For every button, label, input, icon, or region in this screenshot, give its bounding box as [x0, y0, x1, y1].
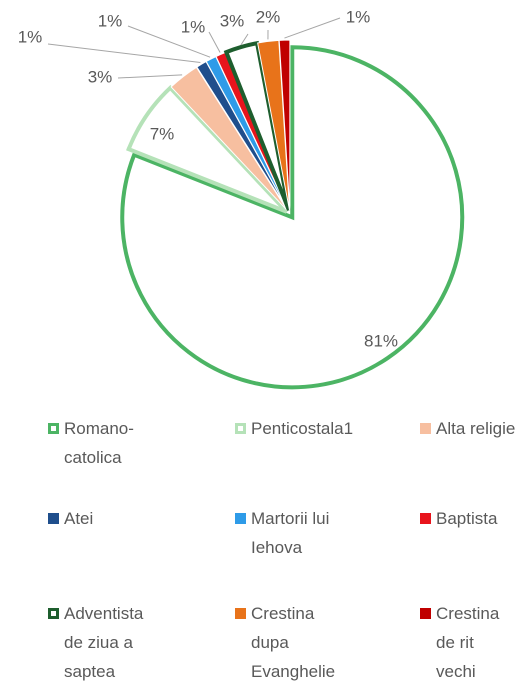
legend-item: Romano-catolica	[48, 414, 144, 472]
data-label: 1%	[98, 11, 123, 30]
leader-line	[127, 25, 211, 58]
pie-area: 81% 7% 3% 1% 1% 1% 3% 2% 1%	[18, 7, 465, 390]
leader-line	[208, 31, 221, 53]
leader-line	[284, 17, 341, 39]
legend-item: Martorii lui Iehova	[235, 504, 331, 562]
legend-label: Baptista	[436, 509, 498, 528]
data-label: 2%	[256, 7, 281, 26]
legend-marker	[235, 423, 246, 434]
legend-label: Romano-catolica	[64, 419, 134, 467]
legend-item: Crestina de rit vechi	[420, 599, 516, 686]
data-label: 81%	[364, 331, 398, 350]
pie-slice	[120, 45, 465, 390]
legend-label: Atei	[64, 509, 94, 528]
legend-label: Adventista de ziua a saptea	[64, 604, 144, 681]
legend-item: Crestina dupa Evanghelie	[235, 599, 336, 686]
pie-slice	[278, 39, 291, 211]
leader-line	[240, 33, 249, 46]
data-label: 1%	[181, 17, 206, 36]
legend-item: Adventista de ziua a saptea	[48, 599, 144, 686]
legend-marker	[420, 423, 431, 434]
leader-line	[47, 43, 201, 64]
legend-item: Baptista	[420, 504, 516, 533]
data-label: 3%	[220, 11, 245, 30]
data-label: 3%	[88, 67, 113, 86]
legend-marker	[420, 513, 431, 524]
legend-label: Penticostala1	[251, 419, 354, 438]
legend-marker	[235, 513, 246, 524]
legend-marker	[48, 608, 59, 619]
legend-item: Penticostala1	[235, 414, 354, 443]
legend-marker	[48, 513, 59, 524]
legend-marker	[420, 608, 431, 619]
pie-slice	[223, 40, 291, 211]
legend-item: Alta religie	[420, 414, 516, 443]
pie-slice	[126, 84, 289, 214]
legend-label: Crestina dupa Evanghelie	[251, 604, 336, 681]
pie-slice	[170, 66, 288, 212]
leader-line	[117, 74, 183, 79]
legend-marker	[48, 423, 59, 434]
data-label: 1%	[18, 27, 43, 46]
legend-label: Alta religie	[436, 419, 516, 438]
legend-label: Crestina de rit vechi	[436, 604, 500, 681]
legend-item: Atei	[48, 504, 144, 533]
data-label: 7%	[150, 124, 175, 143]
legend-marker	[235, 608, 246, 619]
data-label: 1%	[346, 7, 371, 26]
legend-label: Martorii lui Iehova	[251, 509, 330, 557]
